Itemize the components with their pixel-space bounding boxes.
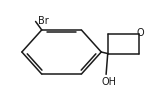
Text: O: O xyxy=(137,28,144,38)
Text: Br: Br xyxy=(39,16,49,26)
Text: OH: OH xyxy=(101,77,116,87)
